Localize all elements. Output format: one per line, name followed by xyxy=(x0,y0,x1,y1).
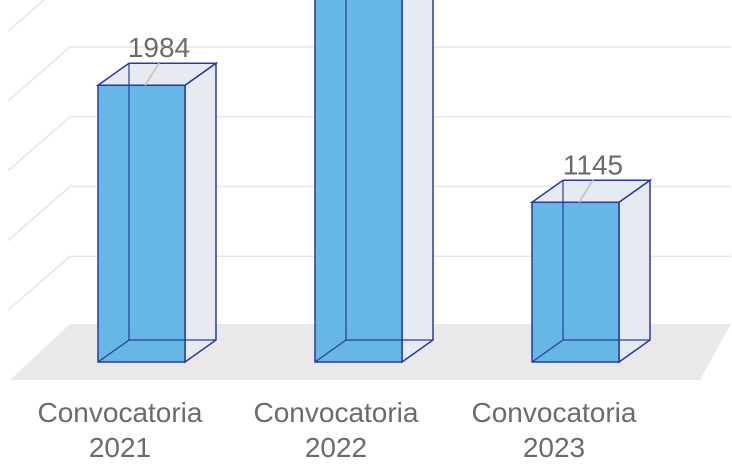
bar-side xyxy=(184,61,217,364)
category-label: Convocatoria 2023 xyxy=(472,397,637,463)
bar-front xyxy=(314,0,403,363)
gridline-left xyxy=(7,0,46,32)
gridline-left xyxy=(7,116,71,172)
data-labels: 198426851145 xyxy=(128,32,623,203)
leader-line xyxy=(144,62,160,86)
category-label-line: Convocatoria xyxy=(38,397,203,428)
bar-back-edge xyxy=(314,339,347,363)
leader-line xyxy=(578,179,594,203)
category-label: Convocatoria 2022 xyxy=(254,397,419,463)
bar-side xyxy=(618,178,651,364)
data-label: 1984 xyxy=(128,32,190,63)
category-label-line: 2021 xyxy=(89,432,151,463)
category-label-line: Convocatoria xyxy=(472,397,637,428)
category-label-line: 2023 xyxy=(523,432,585,463)
bar-1 xyxy=(314,0,434,364)
bar-back-edge xyxy=(531,339,564,363)
gridline-left xyxy=(7,185,71,242)
gridline-left xyxy=(7,255,71,311)
bar-2 xyxy=(529,178,653,364)
bar-front xyxy=(97,84,186,363)
bars xyxy=(95,0,653,364)
bar-back-edge xyxy=(97,339,130,363)
bar-front xyxy=(531,201,620,363)
category-label-line: 2022 xyxy=(305,432,367,463)
bar-side xyxy=(401,0,434,364)
category-label: Convocatoria 2021 xyxy=(38,397,203,463)
data-label: 1145 xyxy=(563,149,623,180)
gridline-left xyxy=(7,46,71,102)
bar-0 xyxy=(95,61,219,364)
category-label-line: Convocatoria xyxy=(254,397,419,428)
